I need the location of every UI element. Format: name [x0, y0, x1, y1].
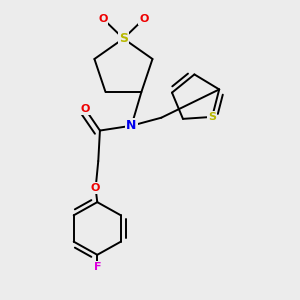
Text: O: O	[80, 104, 90, 114]
Text: S: S	[119, 32, 128, 45]
Text: F: F	[94, 262, 101, 272]
Text: O: O	[139, 14, 149, 24]
Text: S: S	[208, 112, 216, 122]
Text: N: N	[126, 119, 136, 132]
Text: O: O	[91, 183, 100, 193]
Text: O: O	[98, 14, 108, 24]
